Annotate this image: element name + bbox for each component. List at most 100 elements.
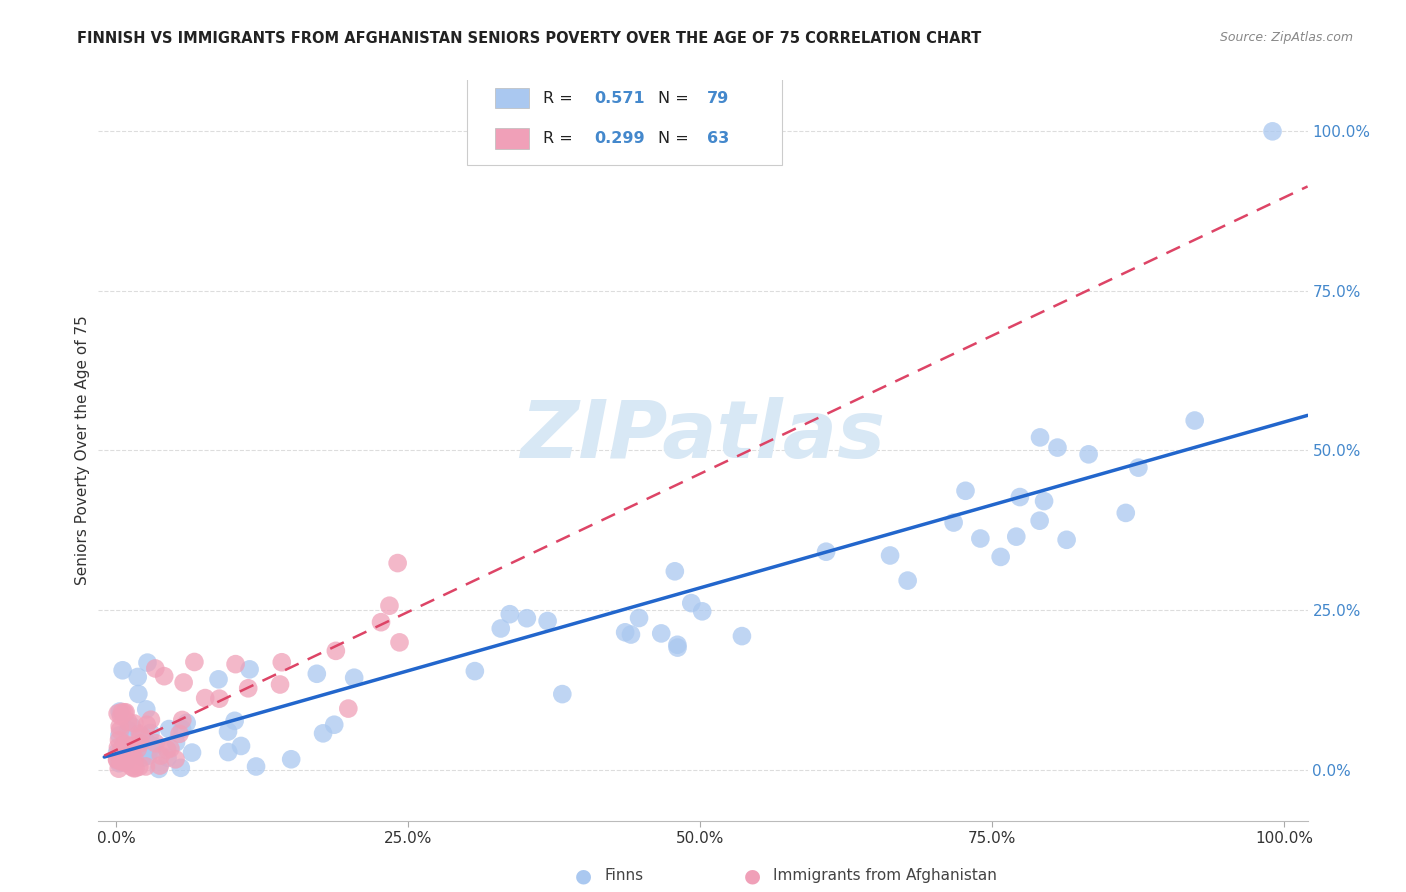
Point [156,742,179,756]
Point [139,713,162,727]
Point [165,735,187,749]
Point [139,726,162,740]
Point [181,746,204,760]
Point [121,752,143,766]
Point [112,706,135,720]
Point [370,615,392,630]
Point [143,661,166,675]
Point [138,748,160,763]
Point [280,752,302,766]
Point [666,638,689,652]
Point [127,670,149,684]
Point [128,727,150,741]
Text: R =: R = [543,91,578,105]
Point [897,574,920,588]
Point [110,744,132,758]
Point [115,754,138,768]
Point [172,713,194,727]
Point [117,723,139,738]
Point [105,753,128,767]
Point [142,739,165,753]
Point [112,754,135,768]
Point [108,756,131,771]
Point [107,762,129,776]
Point [129,729,152,743]
Text: R =: R = [543,131,578,146]
Point [337,701,360,715]
Point [157,722,180,736]
Point [117,714,139,729]
Point [121,747,143,761]
Point [378,599,401,613]
Point [112,756,135,770]
Point [183,655,205,669]
FancyBboxPatch shape [467,73,782,165]
Point [731,629,754,643]
Point [108,719,131,733]
Point [620,627,643,641]
Point [489,622,512,636]
Point [115,737,138,751]
Point [650,626,672,640]
Point [1184,413,1206,427]
Point [1056,533,1078,547]
Point [111,747,134,762]
Point [132,750,155,764]
Point [176,715,198,730]
Point [135,759,157,773]
Point [153,669,176,683]
Point [124,716,146,731]
Text: FINNISH VS IMMIGRANTS FROM AFGHANISTAN SENIORS POVERTY OVER THE AGE OF 75 CORREL: FINNISH VS IMMIGRANTS FROM AFGHANISTAN S… [77,31,981,46]
Text: Finns: Finns [605,869,644,883]
Point [343,671,366,685]
Point [879,549,901,563]
Point [134,734,156,748]
Point [115,752,138,766]
Point [105,746,128,760]
Point [990,549,1012,564]
Point [224,714,246,728]
Point [388,635,411,649]
Point [128,760,150,774]
Point [217,724,239,739]
Point [208,691,231,706]
Point [207,673,229,687]
Point [111,751,134,765]
Point [127,742,149,756]
Y-axis label: Seniors Poverty Over the Age of 75: Seniors Poverty Over the Age of 75 [75,316,90,585]
Point [172,722,194,736]
Point [132,731,155,745]
Point [1128,460,1150,475]
Text: 63: 63 [707,131,728,146]
Point [270,655,292,669]
Point [135,717,157,731]
Point [170,761,193,775]
Point [225,657,247,672]
Point [516,611,538,625]
Point [969,532,991,546]
Point [159,741,181,756]
Point [110,755,132,769]
Point [325,644,347,658]
Point [239,662,262,676]
Point [194,691,217,706]
Point [1033,494,1056,508]
Point [387,556,409,570]
Point [108,733,131,747]
Point [1261,124,1284,138]
Point [108,728,131,742]
Point [628,611,651,625]
Point [245,759,267,773]
Point [108,750,131,764]
Point [312,726,335,740]
FancyBboxPatch shape [495,128,529,149]
Point [815,545,838,559]
Point [111,663,134,677]
Point [664,564,686,578]
Point [1008,490,1031,504]
Text: N =: N = [658,131,695,146]
Point [1077,447,1099,461]
Point [666,640,689,655]
Point [135,702,157,716]
Point [1028,514,1050,528]
